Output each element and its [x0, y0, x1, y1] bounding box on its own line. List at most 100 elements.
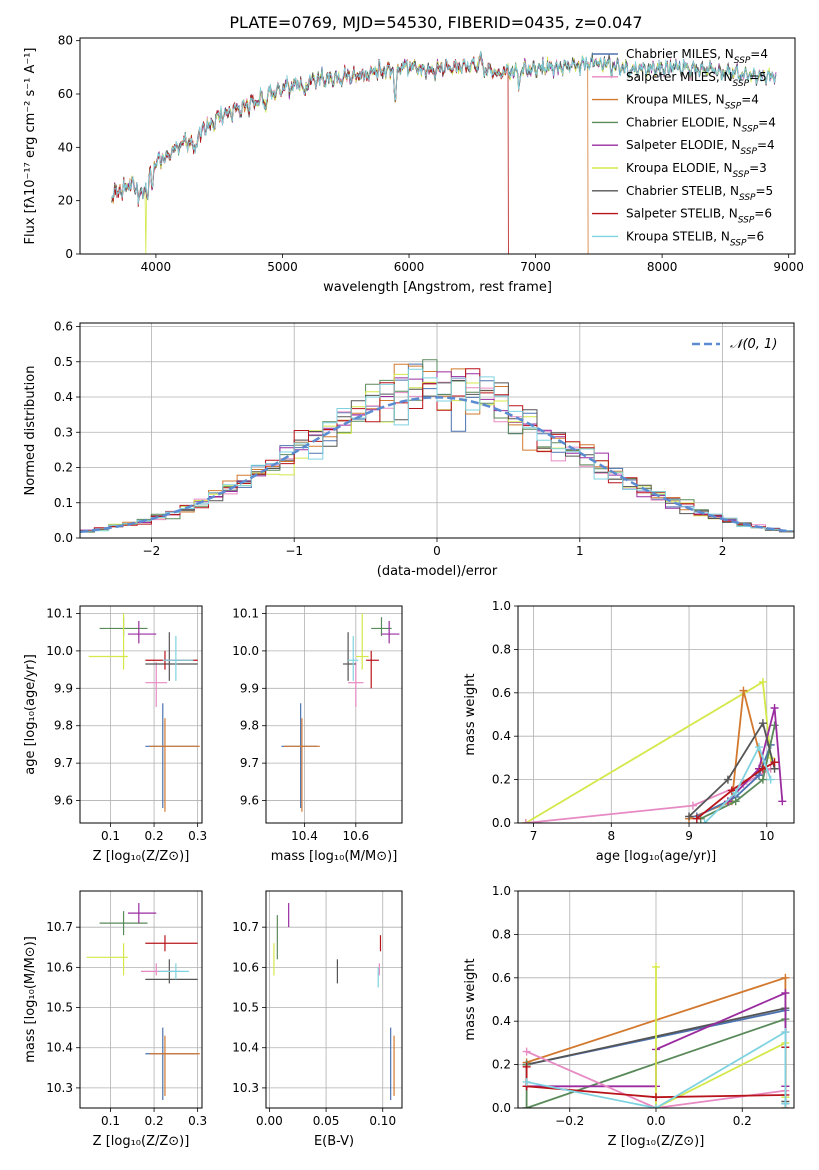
histogram-krou_stelib	[80, 368, 794, 532]
legend-entry-normal: 𝒩(0, 1)	[730, 337, 777, 352]
weight_vs_Z-xtick-label: 0.0	[646, 1114, 665, 1128]
axes-frame	[517, 605, 795, 824]
weight_vs_Z-marker-krou_stelib	[781, 1099, 790, 1108]
spectrum-xtick-label: 7000	[520, 260, 551, 274]
residuals-xtick-label: 0	[433, 544, 441, 558]
mass_vs_ebv-ytick-label: 10.3	[232, 1081, 259, 1095]
residuals-xlabel: (data-model)/error	[377, 564, 498, 579]
weight_vs_age-marker-chab_stelib	[758, 719, 767, 728]
mass_vs_ebv-xtick-label: 0.00	[256, 1114, 283, 1128]
age_vs_Z-point-krou_stelib	[162, 635, 194, 681]
age_vs_mass-point-salp_elodie	[381, 620, 400, 644]
axes-frame	[265, 605, 403, 824]
mass_vs_ebv-axes: 0.00 0.05 0.10 10.3 10.4 10.5 10.6 10.7 E(B-V)	[232, 891, 402, 1149]
mass_vs_Z-axes: 0.1 0.2 0.3 10.3 10.4 10.5 10.6 10.7 Z [log₁₀(Z/…	[23, 891, 207, 1149]
mass_vs_ebv-ytick-label: 10.6	[232, 960, 259, 974]
age_vs_Z-ytick-label: 9.9	[54, 681, 73, 695]
age_vs_mass-point-salp_miles	[348, 662, 364, 708]
age_vs_mass-point-salp_stelib	[366, 650, 379, 689]
normal-curve	[80, 396, 792, 534]
weight_vs_age-xlabel: age [log₁₀(age/yr)]	[596, 849, 717, 864]
age_vs_Z-point-krou_miles	[149, 718, 200, 812]
weight_vs_age-marker-chab_stelib	[685, 812, 694, 821]
mass_vs_Z-point-salp_stelib	[145, 935, 198, 952]
age_vs_mass-ytick-label: 9.9	[240, 681, 259, 695]
age_vs_Z-xlabel: Z [log₁₀(Z/Z⊙)]	[93, 849, 190, 864]
weight_vs_Z-marker-chab_elodie	[522, 1104, 531, 1108]
residuals-ytick-label: 0.0	[54, 531, 73, 545]
spectrum-ytick-label: 80	[58, 34, 73, 48]
legend-entry-salp_elodie: Salpeter ELODIE, NSSP=4	[626, 138, 775, 157]
age_vs_mass-plot-area	[281, 613, 400, 812]
weight_vs_Z-xtick-label: −0.2	[555, 1114, 584, 1128]
residuals-ylabel: Normed distribution	[23, 366, 38, 496]
age_vs_mass-ytick-label: 10.0	[232, 644, 259, 658]
weight_vs_age-marker-salp_elodie	[778, 797, 787, 806]
weight_vs_age-line-salp_stelib	[696, 761, 776, 820]
age_vs_mass-ytick-label: 9.7	[240, 756, 259, 770]
weight_vs_Z-marker-salp_elodie	[781, 988, 790, 997]
age_vs_mass-point-krou_miles	[283, 718, 320, 812]
weight_vs_age-marker-salp_elodie	[770, 703, 779, 712]
age_vs_mass-point-krou_elodie	[355, 613, 369, 670]
residuals-xtick-label: 2	[719, 544, 727, 558]
spectrum-xtick-label: 5000	[267, 260, 298, 274]
weight_vs_age-marker-krou_stelib	[755, 743, 764, 752]
age_vs_Z-xtick-label: 0.1	[101, 829, 120, 843]
spectrum-ytick-label: 20	[58, 194, 73, 208]
axes-frame	[79, 322, 795, 539]
age_vs_Z-ytick-label: 10.1	[46, 606, 73, 620]
residuals-axes: −2 −1 0 1 2 0.0 0.1 0.2 0.3 0.4 0.5 0.6 (data-model)…	[23, 320, 794, 579]
weight_vs_Z-xlabel: Z [log₁₀(Z/Z⊙)]	[608, 1134, 705, 1149]
weight_vs_age-plot-area	[521, 677, 787, 823]
weight_vs_age-marker-krou_stelib	[766, 775, 775, 784]
mass_vs_ebv-ytick-label: 10.4	[232, 1041, 259, 1055]
age_vs_Z-point-krou_elodie	[88, 613, 128, 670]
legend-entry-krou_miles: Kroupa MILES, NSSP=4	[626, 93, 759, 112]
weight_vs_age-ytick-label: 1.0	[492, 599, 511, 613]
mass_vs_Z-ytick-label: 10.3	[46, 1081, 73, 1095]
mass_vs_Z-point-krou_stelib	[158, 963, 189, 980]
weight_vs_age-marker-krou_stelib	[731, 788, 740, 797]
weight_vs_Z-marker-krou_stelib	[652, 1104, 660, 1108]
weight_vs_age-marker-chab_elodie	[770, 721, 779, 730]
weight_vs_Z-axes: −0.2 0.0 0.2 0.0 0.2 0.4 0.6 0.8 1.0 Z [log₁₀(Z/Z…	[463, 884, 794, 1149]
age_vs_mass-axes: 10.4 10.6 9.6 9.7 9.8 9.9 10.0 10.1 mass [log₁₀(…	[232, 606, 402, 864]
age_vs_mass-xlabel: mass [log₁₀(M/M⊙)]	[271, 849, 398, 864]
mass_vs_Z-xtick-label: 0.1	[101, 1114, 120, 1128]
weight_vs_Z-ytick-label: 0.4	[492, 1014, 511, 1028]
mass_vs_Z-ytick-label: 10.5	[46, 1001, 73, 1015]
spectrum-ytick-label: 40	[58, 140, 73, 154]
residuals-xtick-label: 1	[576, 544, 584, 558]
residuals-ytick-label: 0.6	[54, 320, 73, 334]
weight_vs_Z-plot-area	[522, 962, 790, 1108]
age_vs_Z-point-chab_stelib	[145, 632, 198, 681]
spectrum-xtick-label: 9000	[773, 260, 804, 274]
mass_vs_Z-point-krou_miles	[149, 1035, 200, 1096]
spectrum-plot-area	[111, 50, 777, 254]
spectrum-xlabel: wavelength [Angstrom, rest frame]	[323, 280, 552, 295]
legend-entry-krou_elodie: Kroupa ELODIE, NSSP=3	[626, 161, 767, 180]
spectrum-series-krou_stelib	[111, 51, 777, 205]
age_vs_Z-point-chab_miles	[145, 703, 198, 809]
weight_vs_Z-ytick-label: 1.0	[492, 884, 511, 898]
age_vs_mass-point-chab_stelib	[342, 632, 356, 681]
mass_vs_Z-xlabel: Z [log₁₀(Z/Z⊙)]	[93, 1134, 190, 1149]
spectrum-ytick-label: 60	[58, 87, 73, 101]
weight_vs_age-ytick-label: 0.0	[492, 816, 511, 830]
weight_vs_age-marker-salp_stelib	[758, 764, 767, 773]
mass_vs_Z-ytick-label: 10.7	[46, 920, 73, 934]
weight_vs_Z-ytick-label: 0.6	[492, 971, 511, 985]
weight_vs_age-marker-salp_stelib	[692, 814, 701, 823]
age_vs_mass-ytick-label: 9.6	[240, 794, 259, 808]
mass_vs_ebv-plot-area	[273, 903, 395, 1100]
weight_vs_Z-ytick-label: 0.8	[492, 927, 511, 941]
spectrum-xtick-label: 4000	[141, 260, 172, 274]
weight_vs_Z-marker-krou_stelib	[522, 1077, 531, 1086]
figure-title: PLATE=0769, MJD=54530, FIBERID=0435, z=0…	[229, 13, 642, 32]
weight_vs_age-line-chab_stelib	[688, 720, 776, 818]
weight_vs_age-line-chab_miles	[696, 744, 772, 818]
mass_vs_ebv-ytick-label: 10.7	[232, 920, 259, 934]
spectrum-legend: Chabrier MILES, NSSP=4 Salpeter MILES, NS…	[592, 47, 776, 248]
axes-frame	[79, 890, 203, 1109]
